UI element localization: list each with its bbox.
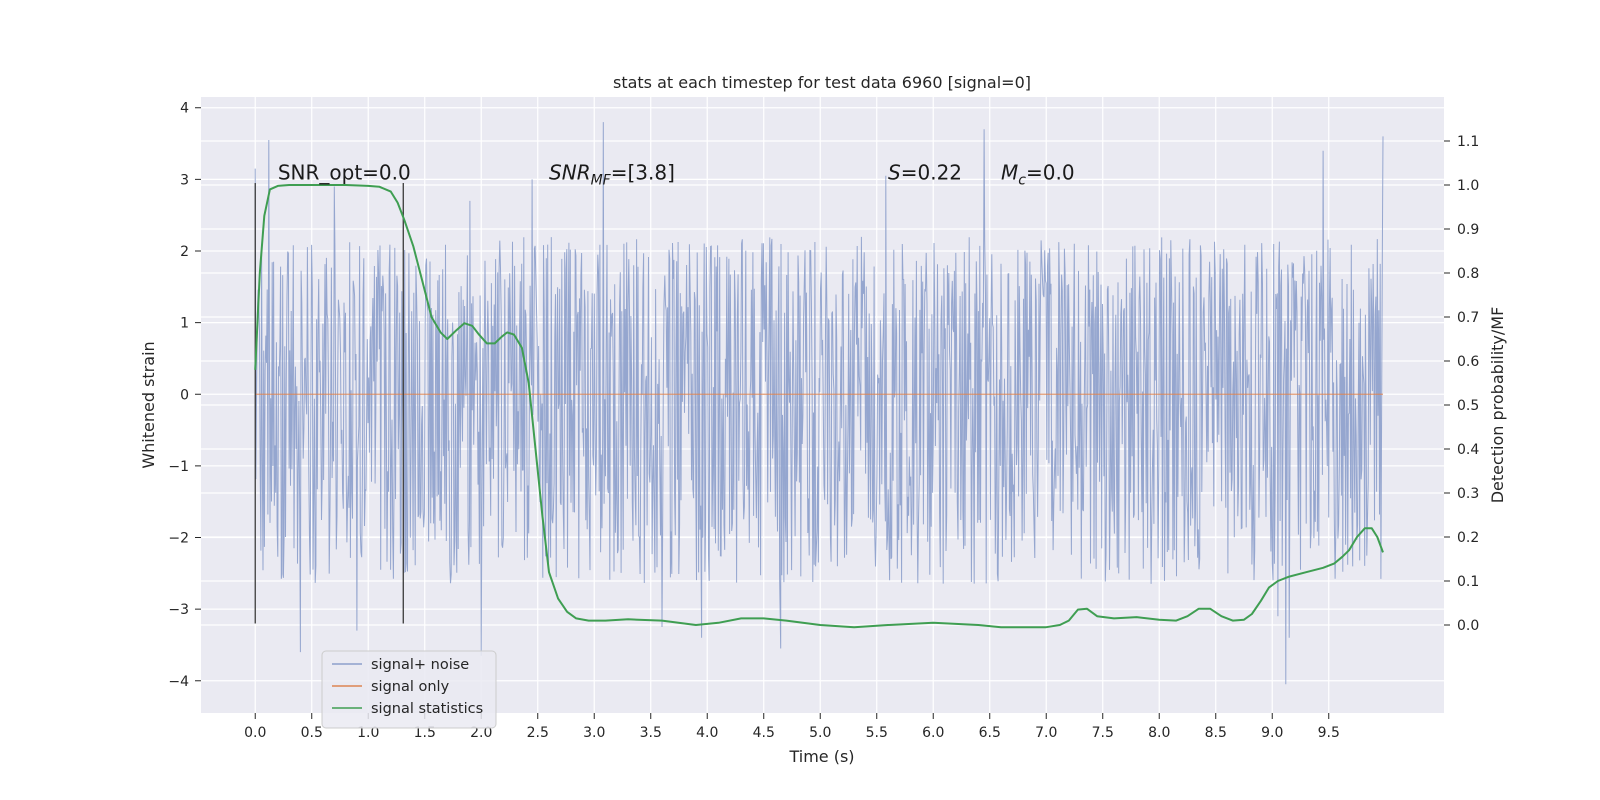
x-tick-label-15: 7.5 — [1092, 725, 1114, 741]
x-tick-label-1: 0.5 — [301, 725, 323, 741]
y-tick-label-4: 0 — [180, 387, 189, 403]
chart-title: stats at each timestep for test data 696… — [613, 73, 1031, 92]
y2-tick-label-4: 0.4 — [1457, 442, 1479, 458]
y2-tick-label-1: 0.1 — [1457, 574, 1479, 590]
annotation-2: S=0.22 — [888, 160, 962, 184]
legend-label-signal-statistics: signal statistics — [371, 701, 483, 717]
y2-tick-label-9: 0.9 — [1457, 222, 1479, 238]
annotation-0: SNR_opt=0.0 — [278, 160, 411, 184]
x-axis-ticks: 0.0 0.5 1.0 1.5 2.0 2.5 3.0 3.5 4.0 4.5 5.0 5.5 6.0 6… — [244, 713, 1340, 741]
y2-tick-label-10: 1.0 — [1457, 178, 1479, 194]
y2-axis-label: Detection probability/MF — [1488, 307, 1507, 504]
y2-tick-label-5: 0.5 — [1457, 398, 1479, 414]
x-tick-label-17: 8.5 — [1205, 725, 1227, 741]
y2-axis-ticks: 0.0 0.1 0.2 0.3 0.4 0.5 0.6 0.7 0.8 0.9 1.0 1.1 — [1444, 134, 1479, 634]
y-tick-label-6: 2 — [180, 244, 189, 260]
y2-tick-label-8: 0.8 — [1457, 266, 1479, 282]
y-tick-label-0: −4 — [168, 674, 189, 690]
y-tick-label-8: 4 — [180, 101, 189, 117]
x-tick-label-2: 1.0 — [357, 725, 379, 741]
y-axis-ticks: −4 −3 −2 −1 0 1 2 3 4 — [168, 101, 201, 690]
x-tick-label-12: 6.0 — [922, 725, 944, 741]
annotations: SNR_opt=0.0 SNRMF=[3.8] S=0.22 Mc=0.0 — [278, 160, 1075, 188]
signal-statistics-line — [254, 184, 1384, 629]
y2-tick-label-0: 0.0 — [1457, 618, 1479, 634]
x-tick-label-8: 4.0 — [696, 725, 718, 741]
legend-label-signal-only: signal only — [371, 679, 450, 695]
legend: signal+ noise signal only signal statist… — [321, 650, 497, 729]
y-tick-label-5: 1 — [180, 316, 189, 332]
y-tick-label-7: 3 — [180, 172, 189, 188]
x-tick-label-6: 3.0 — [583, 725, 605, 741]
y-axis-label: Whitened strain — [139, 341, 158, 468]
x-tick-label-18: 9.0 — [1261, 725, 1283, 741]
x-tick-label-5: 2.5 — [527, 725, 549, 741]
x-tick-label-0: 0.0 — [244, 725, 266, 741]
y-tick-label-1: −3 — [168, 602, 189, 618]
x-tick-label-16: 8.0 — [1148, 725, 1170, 741]
y-tick-label-2: −2 — [168, 531, 189, 547]
y2-tick-label-11: 1.1 — [1457, 134, 1479, 150]
x-axis-label: Time (s) — [788, 747, 854, 766]
x-tick-label-14: 7.0 — [1035, 725, 1057, 741]
x-tick-label-7: 3.5 — [640, 725, 662, 741]
legend-label-signal-noise: signal+ noise — [371, 657, 469, 673]
legend-box — [321, 650, 497, 729]
y2-tick-label-7: 0.7 — [1457, 310, 1479, 326]
series-signal-statistics — [254, 184, 1384, 629]
x-tick-label-13: 6.5 — [979, 725, 1001, 741]
x-tick-label-10: 5.0 — [809, 725, 831, 741]
y2-tick-label-6: 0.6 — [1457, 354, 1479, 370]
y2-tick-label-2: 0.2 — [1457, 530, 1479, 546]
x-tick-label-4: 2.0 — [470, 725, 492, 741]
annotation-1: SNRMF=[3.8] — [549, 160, 675, 188]
x-tick-label-9: 4.5 — [753, 725, 775, 741]
x-tick-label-11: 5.5 — [866, 725, 888, 741]
vertical-markers — [254, 182, 404, 624]
y-tick-label-3: −1 — [168, 459, 189, 475]
y2-tick-label-3: 0.3 — [1457, 486, 1479, 502]
annotation-3: Mc=0.0 — [1001, 160, 1075, 188]
x-tick-label-3: 1.5 — [414, 725, 436, 741]
x-tick-label-19: 9.5 — [1318, 725, 1340, 741]
